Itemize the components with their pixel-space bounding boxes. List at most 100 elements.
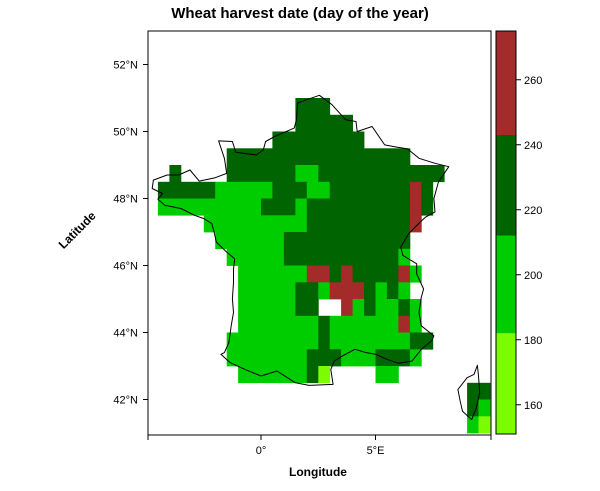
- mainland-outline: [151, 94, 450, 386]
- raster-cell: [341, 299, 353, 317]
- raster-cell: [318, 332, 331, 350]
- raster-cell: [409, 299, 422, 317]
- raster-cell: [306, 215, 411, 233]
- raster-cell: [318, 282, 331, 300]
- raster-cell: [238, 265, 308, 283]
- legend-color-swatch: [496, 135, 516, 236]
- raster-cell: [352, 299, 365, 317]
- raster-cell: [375, 366, 399, 384]
- raster-cell: [306, 198, 411, 216]
- raster-cell: [283, 215, 308, 233]
- raster-cell: [478, 399, 491, 417]
- raster-cell: [478, 416, 491, 434]
- raster-cell: [467, 399, 479, 417]
- raster-cell: [318, 366, 331, 384]
- raster-cell: [478, 382, 491, 400]
- x-tick-label: 0°: [256, 445, 267, 457]
- raster-cell: [295, 198, 308, 216]
- y-tick-label: 50°N: [113, 127, 138, 139]
- raster-cell: [409, 265, 422, 283]
- raster-cell: [215, 181, 273, 199]
- raster-cell: [398, 282, 411, 300]
- legend-tick-label: 240: [524, 140, 542, 152]
- coastline-outline: [151, 94, 481, 421]
- raster-cell: [398, 265, 411, 283]
- raster-cell: [283, 366, 308, 384]
- raster-cell: [375, 349, 411, 367]
- raster-cell: [329, 265, 342, 283]
- raster-cell: [409, 349, 422, 367]
- raster-cell: [375, 282, 388, 300]
- corsica-outline: [457, 364, 481, 421]
- raster-cell: [386, 282, 399, 300]
- raster-cell: [409, 315, 422, 333]
- raster-cell: [295, 98, 331, 116]
- raster-cell: [295, 165, 319, 183]
- raster-cell: [238, 315, 319, 333]
- x-axis-title: Longitude: [289, 465, 347, 479]
- raster-cell: [375, 299, 399, 317]
- y-tick-label: 52°N: [113, 60, 138, 72]
- raster-cell: [467, 382, 479, 400]
- raster-cell: [169, 165, 182, 183]
- y-tick-label: 44°N: [113, 328, 138, 340]
- raster-cell: [329, 181, 342, 199]
- raster-cell: [238, 299, 296, 317]
- x-tick-label: 5°E: [367, 445, 385, 457]
- raster-cell: [329, 332, 411, 350]
- raster-cell: [467, 416, 479, 434]
- raster-cell: [341, 349, 376, 367]
- raster-cell: [203, 215, 285, 233]
- raster-cell: [283, 248, 365, 266]
- raster-cell: [306, 349, 342, 367]
- raster-cell: [421, 198, 434, 216]
- raster-cell: [409, 215, 422, 233]
- raster-cell: [272, 181, 308, 199]
- raster-cell: [329, 282, 365, 300]
- raster-cell: [398, 299, 411, 317]
- legend-tick-label: 200: [524, 270, 542, 282]
- raster-cell: [261, 198, 296, 216]
- x-axis: 0° 5°E: [147, 435, 492, 457]
- raster-cell: [318, 315, 331, 333]
- raster-cell: [364, 282, 376, 300]
- raster-cell: [226, 165, 296, 183]
- raster-cell: [215, 232, 285, 250]
- raster-cell: [341, 265, 353, 283]
- legend-frame: [495, 30, 517, 435]
- raster-cell: [283, 232, 399, 250]
- chart-title: Wheat harvest date (day of the year): [171, 5, 429, 22]
- raster-cell: [226, 332, 319, 350]
- raster-cell: [157, 181, 216, 199]
- y-axis-title: Latitude: [56, 208, 99, 251]
- raster-cell: [157, 198, 262, 216]
- legend-tick-label: 220: [524, 205, 542, 217]
- raster-cell: [409, 332, 434, 350]
- y-tick-label: 48°N: [113, 194, 138, 206]
- raster-cell: [226, 349, 308, 367]
- raster-cell: [226, 248, 285, 266]
- raster-cell: [398, 248, 411, 266]
- raster-cell: [352, 265, 399, 283]
- y-tick-label: 46°N: [113, 261, 138, 273]
- legend-tick-label: 160: [524, 400, 542, 412]
- legend-tick-label: 260: [524, 75, 542, 87]
- plot-frame: [147, 30, 492, 436]
- raster-cell: [295, 282, 319, 300]
- raster-layer: [157, 98, 491, 434]
- raster-cell: [272, 131, 365, 149]
- raster-cell: [398, 315, 411, 333]
- legend-color-swatch: [496, 235, 516, 334]
- raster-cell: [409, 181, 422, 199]
- legend-color-swatch: [496, 333, 516, 435]
- raster-cell: [238, 366, 285, 384]
- color-legend: 160 180 200 220 240 260: [495, 30, 542, 435]
- raster-cell: [364, 299, 376, 317]
- raster-cell: [329, 315, 399, 333]
- legend-color-swatch: [496, 31, 516, 135]
- raster-cell: [226, 148, 411, 166]
- raster-cell: [306, 265, 331, 283]
- raster-cell: [295, 114, 353, 132]
- raster-cell: [409, 198, 422, 216]
